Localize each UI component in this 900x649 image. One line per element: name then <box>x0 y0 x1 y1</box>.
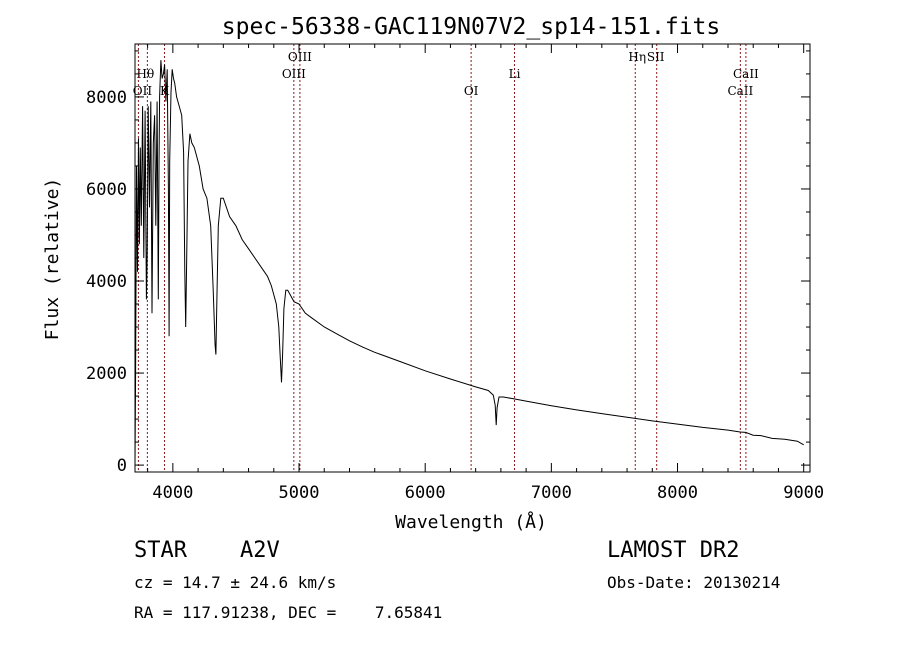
spectrum-line <box>134 60 804 466</box>
line-marker-label: OI <box>464 84 479 98</box>
line-marker-label: OII <box>133 84 153 98</box>
line-marker-label: SII <box>647 50 665 64</box>
object-subclass: A2V <box>240 538 280 563</box>
y-tick-label: 6000 <box>86 180 127 200</box>
y-tick-label: 0 <box>117 456 127 476</box>
observation-date: Obs-Date: 20130214 <box>607 573 781 592</box>
x-tick-label: 5000 <box>279 483 320 503</box>
coordinates: RA = 117.91238, DEC = 7.65841 <box>134 603 443 622</box>
y-tick-label: 4000 <box>86 272 127 292</box>
y-tick-label: 8000 <box>86 88 127 108</box>
x-tick-label: 4000 <box>152 483 193 503</box>
line-marker-label: Hη <box>628 50 646 64</box>
line-marker-label: Li <box>509 67 521 81</box>
line-marker-label: Hθ <box>137 67 155 81</box>
line-marker-label: CaII <box>727 84 753 98</box>
x-tick-label: 7000 <box>531 483 572 503</box>
y-axis-label: Flux (relative) <box>42 178 63 341</box>
y-axis-ticks: 0 2000 4000 6000 8000 <box>86 50 810 476</box>
x-tick-label: 9000 <box>783 483 824 503</box>
chart-title: spec-56338-GAC119N07V2_sp14-151.fits <box>222 14 721 40</box>
plot-frame <box>134 43 811 473</box>
x-tick-label: 8000 <box>657 483 698 503</box>
x-axis-ticks: 4000 5000 6000 7000 8000 9000 <box>147 44 824 503</box>
x-tick-label: 6000 <box>405 483 446 503</box>
survey-name: LAMOST DR2 <box>607 538 740 563</box>
line-marker-label: OIII <box>282 67 306 81</box>
redshift-velocity: cz = 14.7 ± 24.6 km/s <box>134 573 337 592</box>
x-axis-label: Wavelength (Å) <box>395 511 547 533</box>
line-marker-label: CaII <box>733 67 759 81</box>
line-marker-label: OIII <box>288 50 312 64</box>
object-class: STAR <box>134 538 187 563</box>
y-tick-label: 2000 <box>86 364 127 384</box>
